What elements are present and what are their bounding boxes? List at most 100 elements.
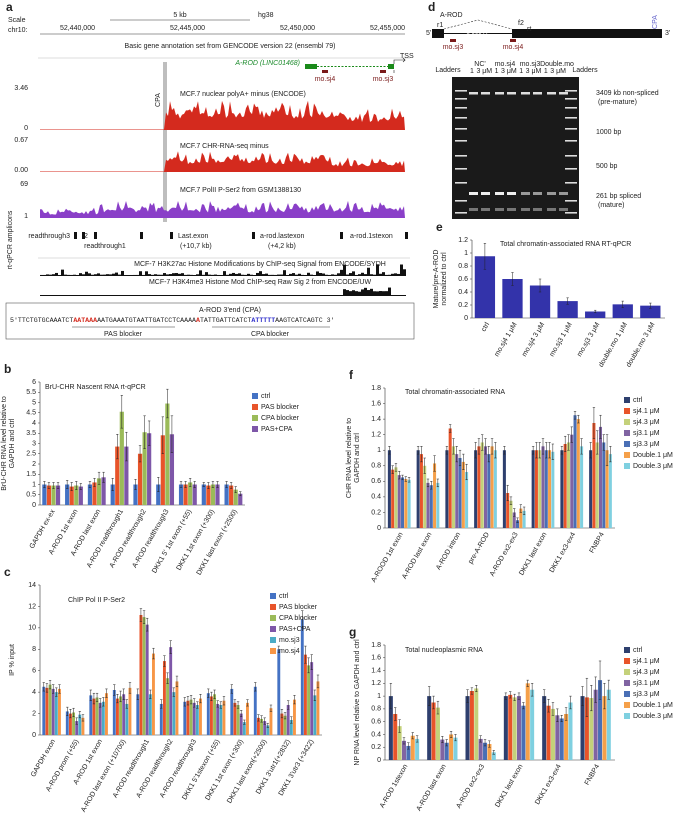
bar (307, 665, 310, 735)
histone-signal (325, 295, 328, 296)
bar (506, 493, 510, 528)
error-bar (134, 479, 137, 490)
histone-signal (301, 295, 304, 296)
histone-signal (370, 288, 373, 296)
scale-bar-label: 5 kb (173, 12, 186, 19)
legend-swatch (624, 408, 630, 414)
error-bar (301, 610, 304, 629)
bar (68, 713, 72, 735)
histone-signal (115, 272, 118, 276)
ladder-band (455, 128, 467, 130)
ladder-band (455, 212, 467, 214)
error-bar (166, 388, 169, 419)
error-bar (433, 455, 436, 472)
y-tick-label: 0.4 (371, 494, 381, 501)
error-bar (389, 683, 393, 710)
y-tick-label: 0 (464, 315, 468, 322)
legend-swatch (270, 615, 276, 621)
legend-label: sj3.1 μM (633, 680, 660, 687)
panel-label: b (4, 362, 11, 376)
gel-band (495, 92, 504, 95)
legend-label: PAS+CPA (279, 626, 311, 633)
sequence-part: TATTGATTCATCT (200, 317, 251, 324)
y-tick-label: 1.2 (458, 237, 468, 244)
bar (95, 697, 99, 735)
error-bar (563, 435, 567, 453)
error-bar (152, 647, 155, 660)
histone-signal (316, 271, 319, 276)
error-bar (175, 675, 179, 688)
error-bar (570, 426, 573, 443)
histone-signal (241, 274, 244, 276)
bar (493, 450, 497, 528)
histone-signal (265, 273, 268, 276)
bar (280, 713, 284, 735)
y-tick-label: 6 (32, 379, 36, 386)
legend-swatch (624, 397, 630, 403)
bar (256, 717, 260, 735)
error-bar (452, 438, 455, 455)
histone-signal (166, 274, 169, 276)
y-tick-label: 0 (32, 732, 36, 739)
histone-signal (97, 273, 100, 276)
y-tick-label: 1.4 (371, 416, 381, 423)
error-bar (504, 692, 508, 700)
exon (432, 29, 444, 38)
legend-label: Double.1 μM (633, 702, 673, 709)
bar (568, 702, 573, 760)
morpholino-mark (322, 70, 328, 73)
bar (313, 695, 317, 735)
error-bar (105, 688, 108, 698)
histone-signal (97, 295, 100, 296)
bar (115, 698, 119, 735)
bar (219, 705, 223, 735)
histone-signal (241, 295, 244, 296)
bar (133, 484, 138, 505)
error-bar (257, 714, 260, 722)
bar (316, 681, 320, 735)
primer: f2 (518, 20, 524, 27)
amplicon-label: readthrough3 (28, 233, 70, 240)
error-bar (445, 446, 449, 455)
legend-swatch (624, 647, 630, 653)
error-bar (149, 689, 152, 699)
error-bar (580, 438, 583, 455)
bar (416, 450, 420, 528)
histone-signal (352, 271, 355, 276)
histone-signal (157, 295, 160, 296)
error-bar (522, 702, 525, 710)
gel-band (469, 92, 478, 95)
histone-signal (388, 274, 391, 276)
ladder-band (565, 117, 577, 119)
gel-band (469, 208, 478, 211)
ladder-band (565, 140, 577, 142)
histone-signal (172, 273, 175, 276)
error-bar (52, 482, 55, 489)
y-axis-label: GAPDH and ctrl (354, 433, 361, 483)
error-bar (184, 481, 187, 488)
bar (546, 705, 551, 760)
bar (239, 713, 243, 735)
panel-label: a (6, 0, 13, 14)
amplicon-label: Last.exon (178, 233, 208, 240)
histone-signal (130, 274, 133, 276)
histone-signal (61, 295, 64, 296)
gel-band (495, 192, 504, 195)
bar (448, 428, 452, 528)
error-bar (122, 688, 125, 700)
dose-label: 3 μM (526, 68, 542, 75)
histone-signal (334, 274, 337, 276)
bar (283, 715, 287, 735)
gel-bands (455, 90, 577, 214)
error-bar (564, 707, 568, 721)
lane-label: Double.mo (540, 61, 574, 68)
error-bar (513, 508, 516, 517)
bar (48, 684, 52, 735)
error-bar (70, 482, 73, 491)
histone-signal (274, 295, 277, 296)
bar (209, 696, 213, 735)
bar (490, 446, 494, 528)
error-bar (116, 434, 119, 460)
error-bar (542, 689, 546, 703)
